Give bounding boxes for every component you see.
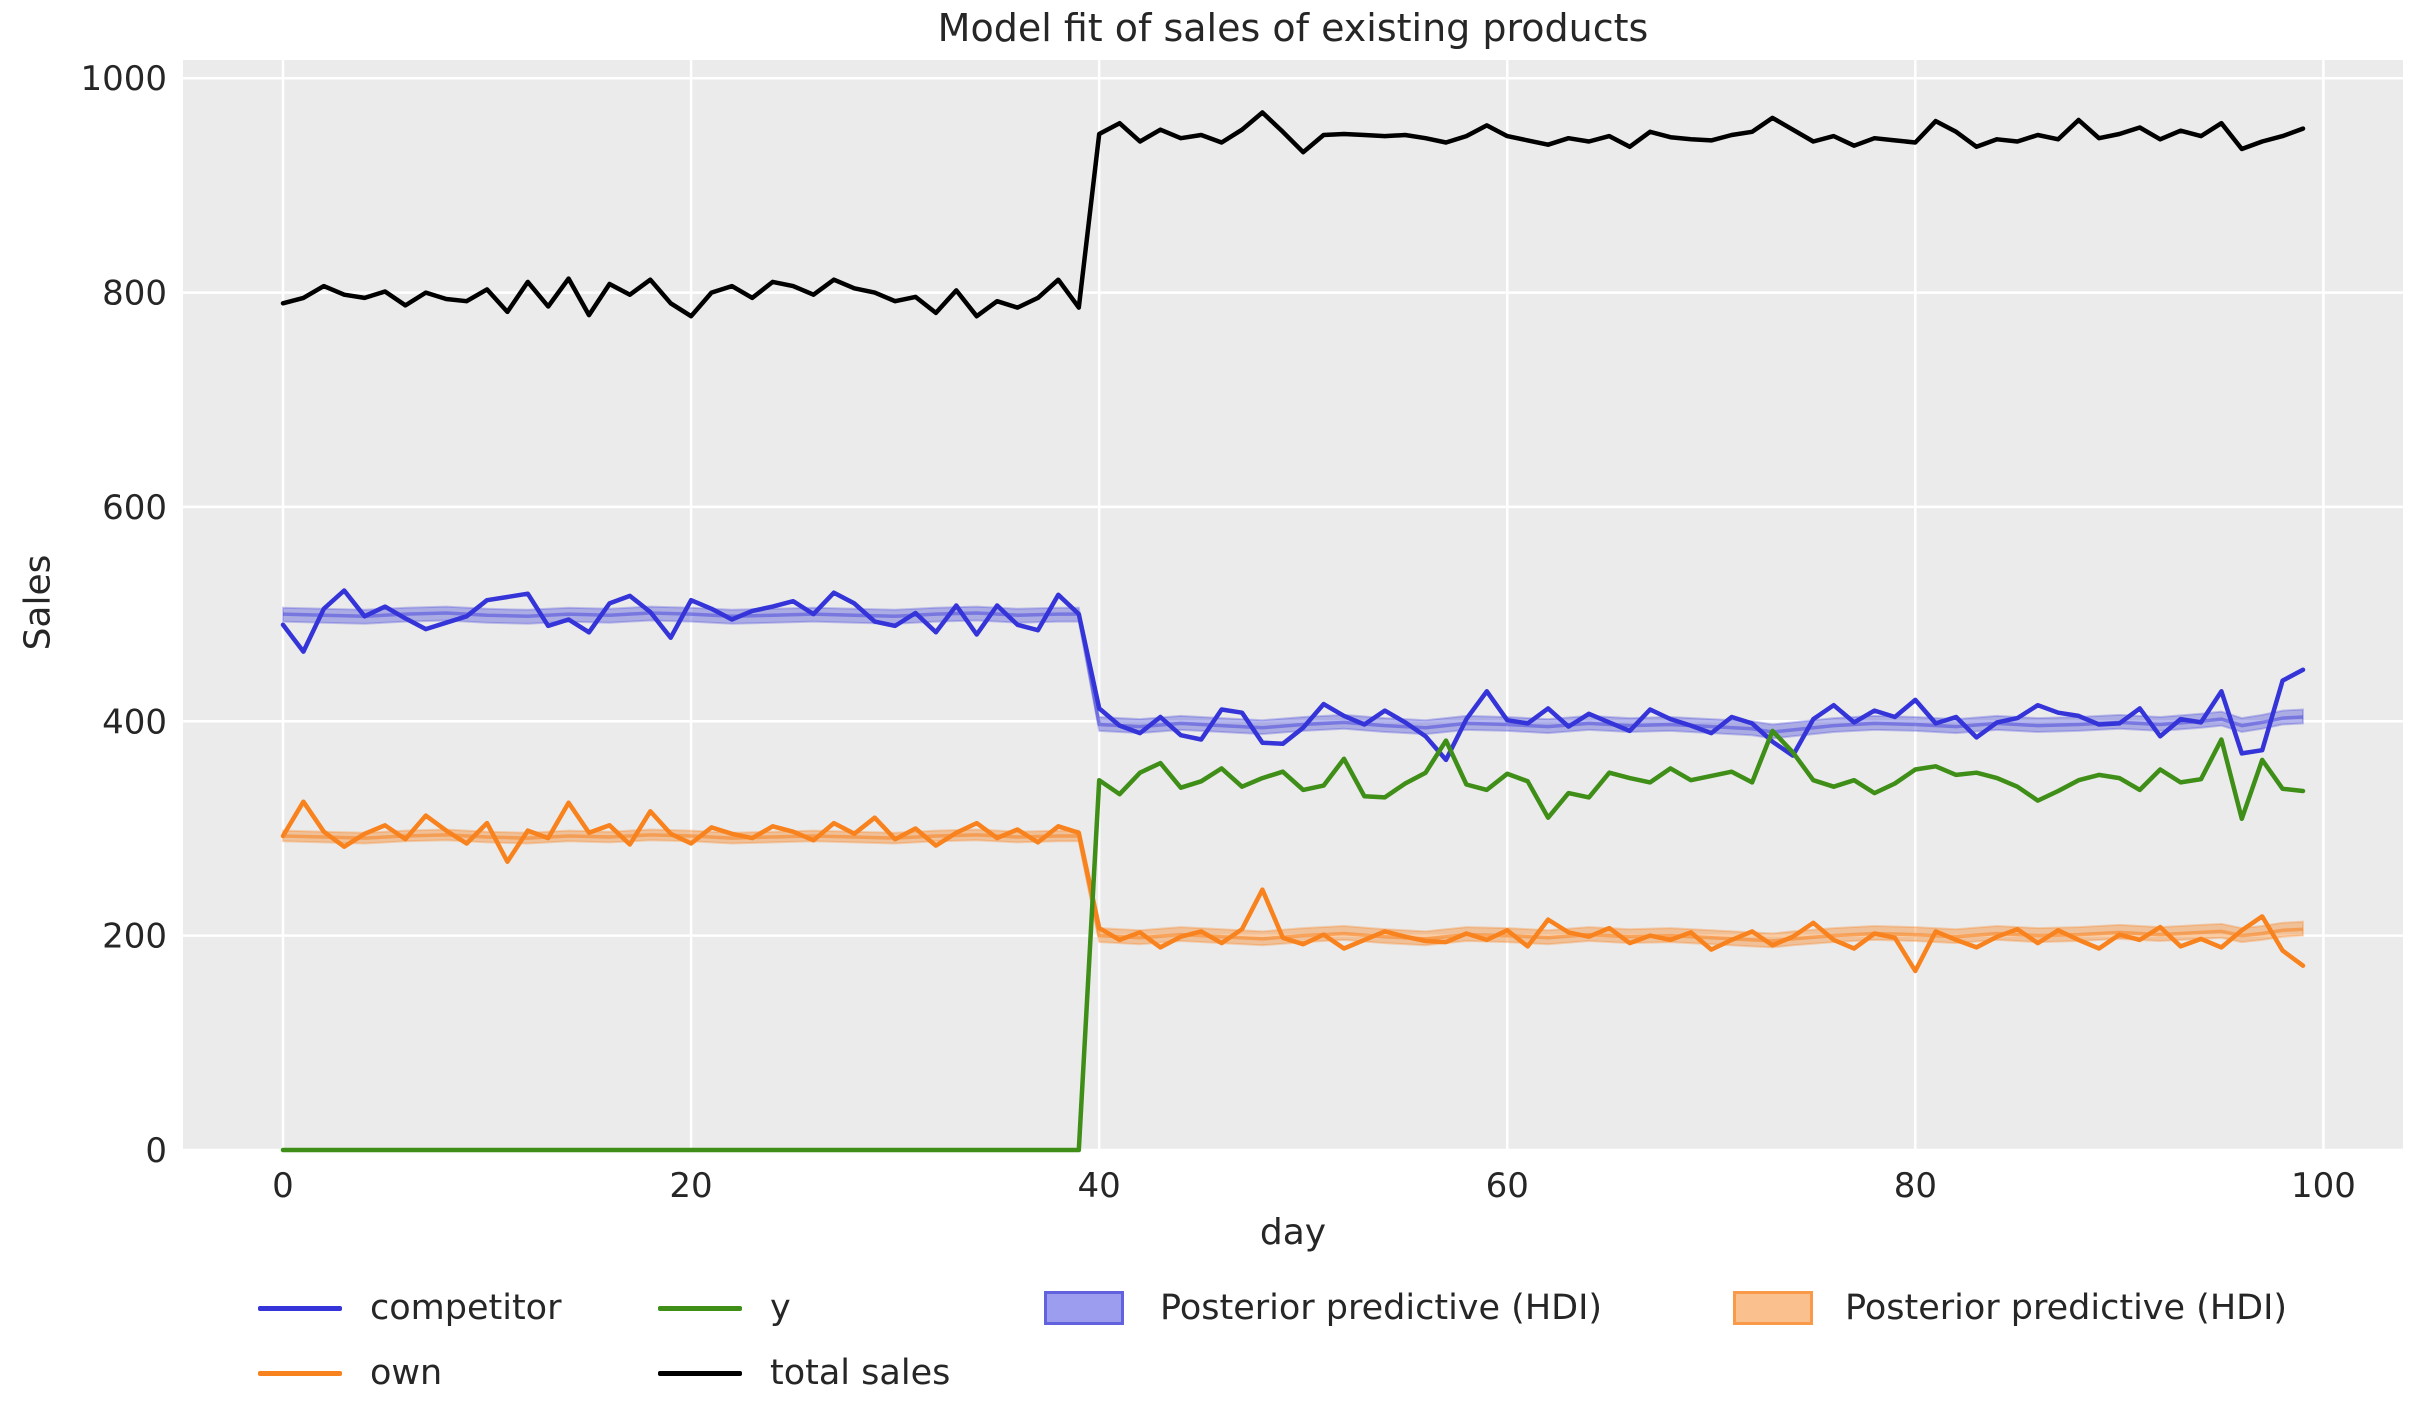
legend-line-swatch-y (658, 1305, 742, 1311)
legend-item-y: y (658, 1286, 791, 1330)
legend-label: total sales (770, 1353, 951, 1393)
y-axis-label: Sales (17, 554, 59, 651)
y-tick-label: 200 (102, 917, 167, 957)
x-tick-label: 60 (1486, 1166, 1529, 1206)
legend-label: own (370, 1353, 443, 1393)
x-tick-label: 100 (2291, 1166, 2356, 1206)
x-tick-label: 0 (272, 1166, 294, 1206)
y-tick-label: 1000 (80, 59, 167, 99)
series-line-y (280, 728, 2306, 1153)
x-axis-label: day (1259, 1212, 1327, 1253)
legend-patch-swatch-orange (1733, 1291, 1813, 1325)
legend-item-hdi-competitor: Posterior predictive (HDI) (1044, 1286, 1602, 1330)
series-line-competitor (280, 588, 2306, 763)
legend-label: Posterior predictive (HDI) (1845, 1288, 2288, 1328)
posterior-mean-line (282, 833, 2304, 943)
axes-background (183, 60, 2403, 1150)
series-line-own (280, 799, 2306, 974)
y-tick-label: 800 (102, 274, 167, 314)
legend-patch-swatch-blue (1044, 1291, 1124, 1325)
legend-label: Posterior predictive (HDI) (1160, 1288, 1603, 1328)
legend-label: competitor (370, 1288, 562, 1328)
y-tick-label: 400 (102, 702, 167, 742)
legend-line-swatch-total-sales (658, 1370, 742, 1376)
legend-item-competitor: competitor (258, 1286, 561, 1330)
legend-label: y (770, 1288, 791, 1328)
legend-line-swatch-competitor (258, 1305, 342, 1311)
legend-item-hdi-own: Posterior predictive (HDI) (1733, 1286, 2287, 1330)
x-tick-label: 20 (669, 1166, 712, 1206)
hdi-band (282, 828, 2304, 949)
y-tick-label: 600 (102, 488, 167, 528)
x-tick-label: 40 (1078, 1166, 1121, 1206)
series-line-total-sales (280, 110, 2306, 319)
y-tick-label: 0 (145, 1131, 167, 1171)
legend-item-total-sales: total sales (658, 1351, 950, 1395)
chart-title: Model fit of sales of existing products (937, 6, 1649, 50)
legend-item-own: own (258, 1351, 442, 1395)
legend-line-swatch-own (258, 1370, 342, 1376)
x-tick-label: 80 (1894, 1166, 1937, 1206)
